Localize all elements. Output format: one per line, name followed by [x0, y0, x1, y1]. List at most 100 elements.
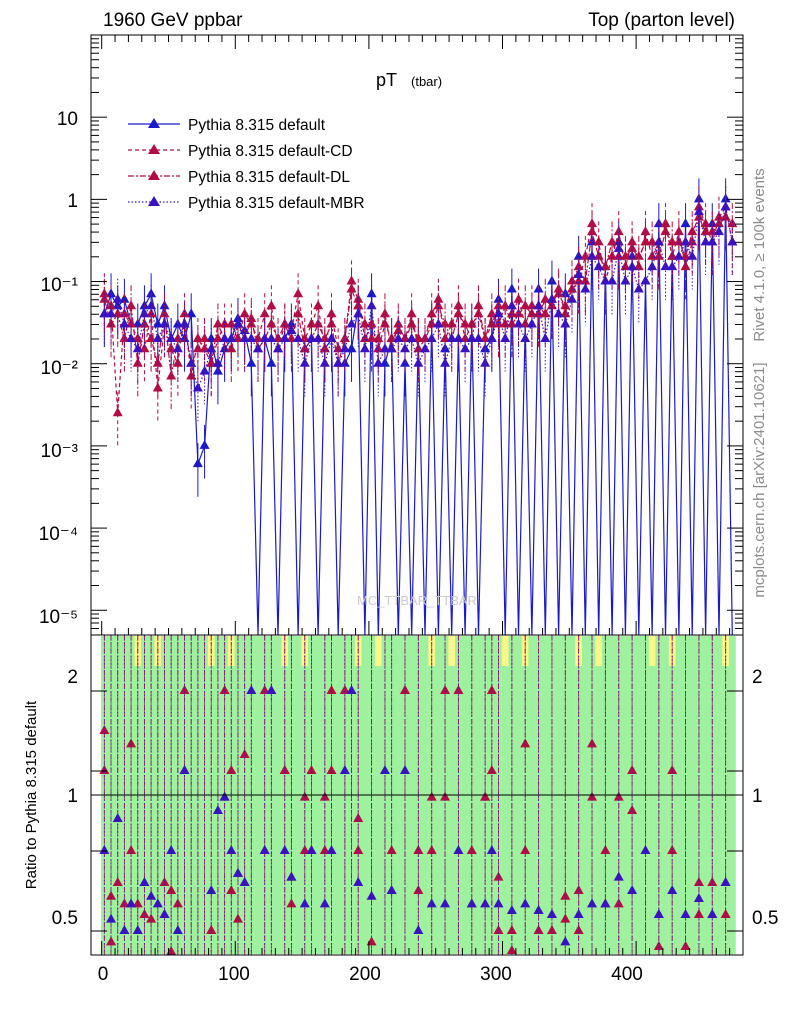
marker-mbr — [353, 308, 364, 318]
marker-dl — [600, 261, 611, 271]
ratio-marker-mbr — [440, 898, 451, 908]
ratio-tick-label-0p5: 0.5 — [52, 908, 78, 929]
marker-cd — [226, 318, 237, 328]
marker-dl — [373, 332, 384, 342]
marker-mbr — [253, 343, 264, 353]
marker-default — [152, 318, 163, 328]
marker-cd — [293, 288, 304, 298]
marker-dl — [119, 332, 130, 342]
ratio-tick-label-2-right: 2 — [752, 667, 763, 688]
marker-cd — [132, 332, 143, 342]
legend-entry-dl: Pythia 8.315 default-DL — [128, 169, 350, 186]
marker-cd — [587, 218, 598, 228]
marker-mbr — [132, 343, 143, 353]
marker-dl — [286, 332, 297, 342]
marker-dl — [420, 332, 431, 342]
ratio-marker-dl — [453, 685, 464, 694]
marker-mbr — [633, 283, 644, 293]
ratio-marker-mbr — [212, 805, 223, 814]
marker-default — [199, 439, 210, 449]
marker-mbr — [506, 300, 517, 310]
plot-title: pT — [376, 70, 397, 90]
marker-dl — [206, 357, 217, 367]
marker-dl — [199, 332, 210, 342]
ratio-marker-dl — [520, 738, 531, 748]
marker-dl — [520, 300, 531, 310]
marker-dl — [513, 308, 524, 318]
marker-mbr — [600, 275, 611, 285]
marker-default — [266, 357, 277, 367]
marker-mbr — [426, 332, 437, 342]
marker-dl — [680, 250, 691, 260]
ratio-marker-dl — [560, 913, 571, 923]
marker-cd — [580, 250, 591, 260]
marker-mbr — [333, 357, 344, 367]
axis-ticks — [91, 34, 743, 955]
ratio-marker-mbr — [339, 765, 350, 774]
marker-dl — [346, 283, 357, 293]
ratio-marker-cd — [326, 685, 337, 694]
ratio-marker-dl — [680, 941, 691, 950]
ratio-marker-mbr — [206, 885, 217, 894]
ratio-marker-mbr — [667, 885, 678, 894]
marker-dl — [633, 250, 644, 260]
marker-mbr — [239, 332, 250, 342]
marker-mbr — [707, 236, 718, 246]
marker-mbr — [199, 365, 210, 375]
marker-cd — [453, 300, 464, 310]
marker-mbr — [99, 308, 110, 318]
marker-default — [192, 458, 203, 468]
marker-dl — [313, 318, 324, 328]
ratio-marker-dl — [226, 885, 237, 894]
ratio-marker-mbr — [306, 845, 317, 854]
marker-mbr — [379, 343, 390, 353]
x-tick-label-200: 200 — [349, 964, 381, 985]
ratio-marker-mbr — [239, 877, 250, 886]
marker-mbr — [246, 332, 257, 342]
ratio-marker-cd — [219, 685, 230, 694]
marker-dl — [667, 236, 678, 246]
ratio-marker-mbr — [533, 905, 544, 914]
ratio-marker-mbr — [613, 871, 624, 881]
marker-mbr — [346, 318, 357, 328]
marker-mbr — [453, 332, 464, 342]
marker-mbr — [279, 332, 290, 342]
marker-mbr — [660, 261, 671, 271]
marker-mbr — [580, 283, 591, 293]
marker-cd — [146, 308, 157, 318]
marker-dl — [673, 236, 684, 246]
ratio-marker-mbr — [707, 909, 718, 918]
main-y-tick-labels: 10 1 10⁻¹ 10⁻² 10⁻³ 10⁻⁴ 10⁻⁵ — [39, 109, 78, 628]
marker-dl — [393, 318, 404, 328]
marker-mbr — [566, 293, 577, 303]
series-layer — [99, 178, 738, 636]
marker-mbr — [313, 332, 324, 342]
ratio-marker-mbr — [627, 885, 638, 894]
ratio-marker-mbr — [693, 893, 704, 902]
marker-mbr — [647, 261, 658, 271]
ratio-marker-cd — [146, 913, 157, 923]
marker-dl — [426, 318, 437, 328]
marker-dl — [146, 332, 157, 342]
marker-mbr — [540, 332, 551, 342]
marker-mbr — [473, 332, 484, 342]
marker-mbr — [420, 343, 431, 353]
marker-dl — [126, 300, 137, 310]
marker-dl — [687, 226, 698, 236]
ratio-marker-mbr — [480, 898, 491, 908]
marker-dl — [159, 308, 170, 318]
marker-mbr — [466, 332, 477, 342]
marker-mbr — [273, 343, 284, 353]
marker-dl — [172, 332, 183, 342]
marker-mbr — [560, 318, 571, 328]
y-tick-label-0p01: 10⁻² — [41, 358, 79, 379]
marker-mbr — [399, 343, 410, 353]
legend-entry-cd: Pythia 8.315 default-CD — [128, 143, 353, 160]
ratio-marker-mbr — [426, 898, 437, 908]
marker-dl — [326, 318, 337, 328]
marker-mbr — [713, 226, 724, 236]
marker-cd — [239, 308, 250, 318]
marker-mbr — [667, 261, 678, 271]
marker-dl — [279, 318, 290, 328]
marker-dl — [293, 308, 304, 318]
